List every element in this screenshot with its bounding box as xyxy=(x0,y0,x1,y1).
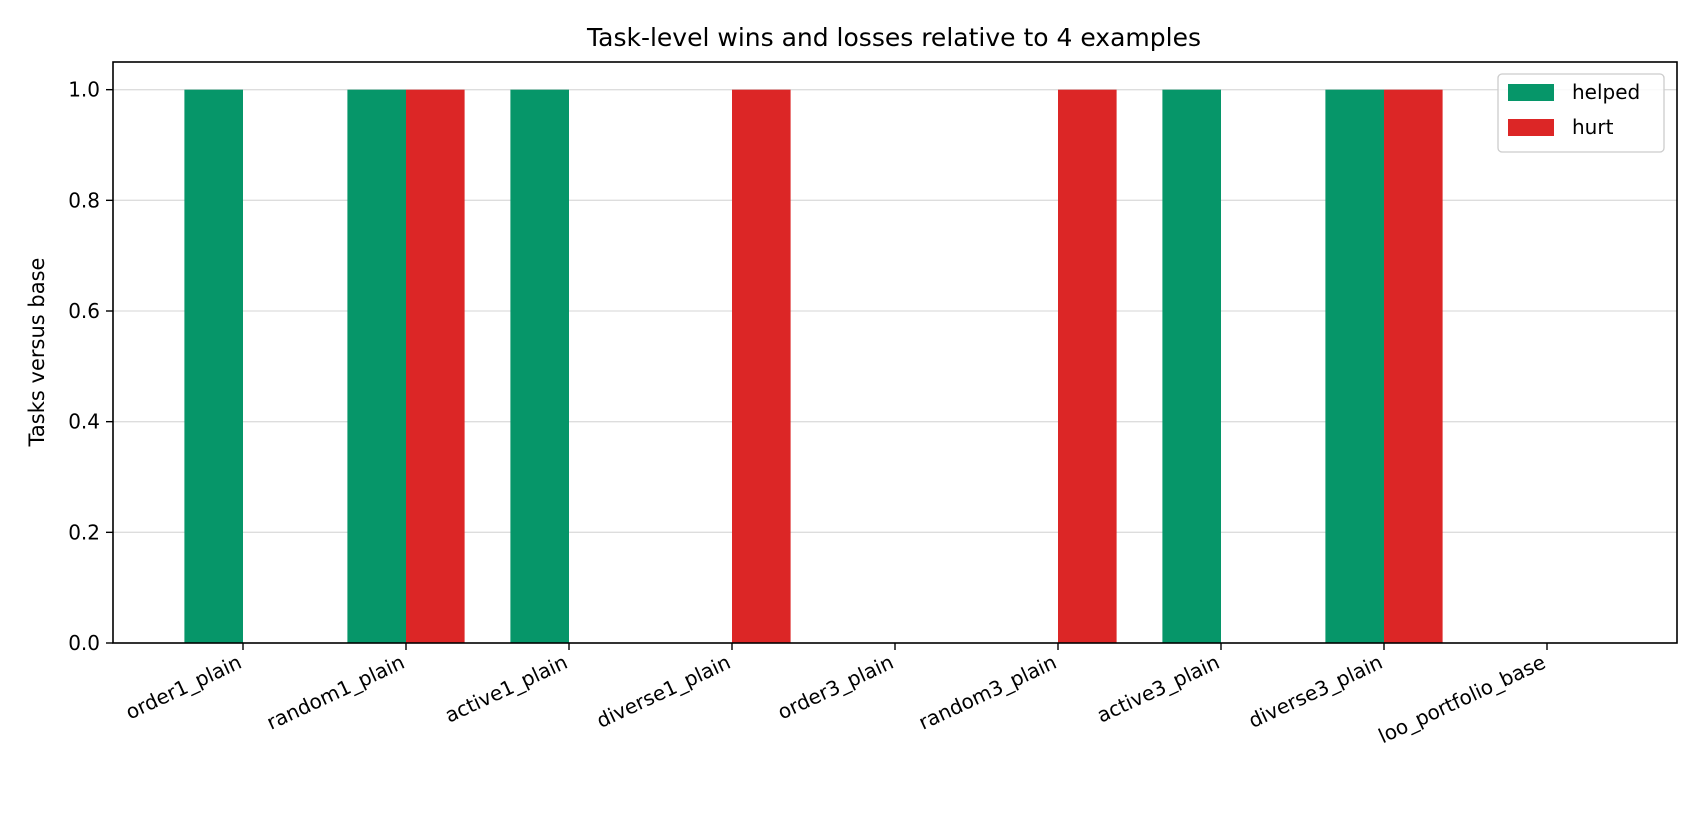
x-tick-label: active3_plain xyxy=(1093,650,1223,728)
x-tick-label: random3_plain xyxy=(915,650,1060,735)
legend-swatch-helped xyxy=(1508,84,1554,101)
y-tick-label: 0.0 xyxy=(68,631,100,655)
bar-helped xyxy=(510,89,569,643)
y-tick-label: 0.4 xyxy=(68,410,100,434)
y-tick-label: 0.6 xyxy=(68,299,100,323)
bar-hurt xyxy=(732,89,791,643)
x-tick-label: loo_portfolio_base xyxy=(1375,650,1549,748)
x-axis: order1_plain random1_plain active1_plain di… xyxy=(122,643,1549,748)
bar-hurt xyxy=(406,89,465,643)
bar-hurt xyxy=(1058,89,1117,643)
bar-hurt xyxy=(1384,89,1443,643)
y-tick-label: 1.0 xyxy=(68,78,100,102)
y-tick-label: 0.2 xyxy=(68,520,100,544)
legend: helped hurt xyxy=(1497,73,1665,153)
x-tick-label: order1_plain xyxy=(122,650,245,724)
y-axis-label: Tasks versus base xyxy=(25,258,49,448)
x-tick-label: diverse3_plain xyxy=(1245,650,1386,733)
bars xyxy=(184,89,1443,643)
legend-swatch-hurt xyxy=(1508,119,1554,136)
y-tick-label: 0.8 xyxy=(68,188,100,212)
x-tick-label: diverse1_plain xyxy=(593,650,734,733)
x-tick-label: order3_plain xyxy=(774,650,897,724)
bar-helped xyxy=(184,89,243,643)
x-tick-label: active1_plain xyxy=(441,650,571,728)
legend-label-hurt: hurt xyxy=(1572,115,1614,139)
legend-label-helped: helped xyxy=(1572,80,1640,104)
bar-helped xyxy=(347,89,406,643)
bar-helped xyxy=(1325,89,1384,643)
y-axis: 0.0 0.2 0.4 0.6 0.8 1.0 xyxy=(68,78,113,655)
chart-title: Task-level wins and losses relative to 4… xyxy=(586,23,1201,52)
x-tick-label: random1_plain xyxy=(263,650,408,735)
bar-helped xyxy=(1162,89,1221,643)
